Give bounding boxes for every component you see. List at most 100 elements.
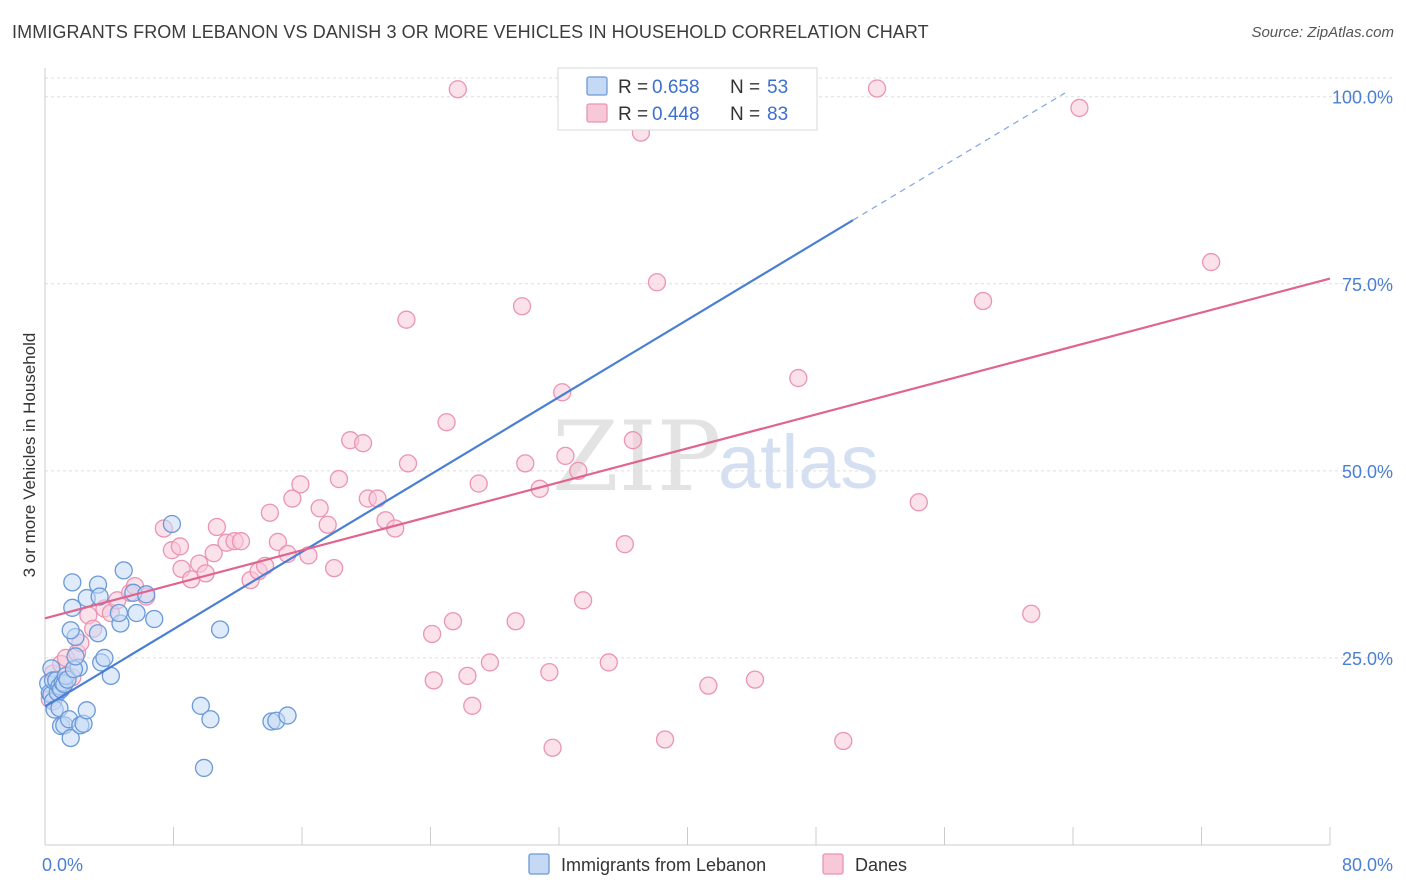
gridlines [45,77,1393,659]
danes-point [623,431,643,450]
lebanon-trend-extension [852,92,1066,221]
danes-point [745,670,765,689]
danes-point [867,79,887,98]
danes-point [556,446,575,466]
danes-point [204,544,223,563]
danes-point [789,368,808,388]
danes-point [443,612,463,631]
bottom-legend-label-danes: Danes [855,855,907,875]
danes-point [448,80,467,99]
lebanon-point [137,585,156,604]
y-tick-label: 100.0% [1332,88,1393,108]
danes-point [1201,252,1221,272]
legend-n-value-lebanon: 53 [767,77,788,98]
x-tick-label-max: 80.0% [1342,855,1393,875]
danes-point [615,535,635,554]
lebanon-trend-line [44,219,854,708]
lebanon-point [95,648,114,668]
danes-point [480,653,500,672]
legend: R = 0.658 N = 53 R = 0.448 N = 83 [557,67,818,131]
danes-point [324,558,344,578]
watermark-zip: ZIP [552,401,721,513]
danes-point [424,671,443,690]
danes-point [543,738,562,757]
danes-point [437,413,456,432]
danes-trend-line [44,277,1331,620]
danes-point [260,503,280,522]
danes-point [506,612,525,631]
danes-point [386,519,405,538]
danes-point [1070,98,1089,118]
lebanon-point [145,609,164,629]
danes-point [599,653,618,672]
bottom-legend-swatch-lebanon [528,853,550,875]
danes-point [353,434,373,453]
danes-point [458,666,477,686]
danes-point [1022,604,1041,623]
danes-point [231,532,251,551]
legend-r-label-lebanon: R = [618,77,648,98]
danes-point [422,624,442,644]
danes-point [655,730,675,749]
danes-point [398,454,418,473]
legend-n-value-danes: 83 [767,104,788,125]
danes-point [540,662,559,682]
danes-point [310,499,329,518]
y-axis-title: 3 or more Vehicles in Household [20,333,39,578]
bottom-legend: Immigrants from Lebanon Danes [528,853,907,875]
axes [44,68,1331,846]
danes-point [516,454,535,473]
danes-point [573,591,593,610]
watermark: ZIP atlas [552,401,879,513]
watermark-atlas: atlas [718,420,879,505]
danes-point [329,469,349,489]
danes-point [909,493,928,512]
danes-point [699,676,718,695]
danes-point [512,297,532,316]
lebanon-point [201,710,220,729]
lebanon-points [39,89,761,778]
lebanon-point [88,624,108,643]
danes-point [268,532,288,552]
lebanon-point [127,603,146,623]
lebanon-point [66,647,85,666]
chart-title: IMMIGRANTS FROM LEBANON VS DANISH 3 OR M… [12,22,929,42]
lebanon-point [114,561,133,580]
lebanon-point [90,587,109,606]
lebanon-point [191,696,210,715]
lebanon-point [63,573,82,592]
legend-r-value-danes: 0.448 [652,104,700,125]
legend-swatch-danes [586,103,608,123]
bottom-legend-label-lebanon: Immigrants from Lebanon [561,855,766,875]
danes-point [207,517,227,537]
danes-point [834,731,853,751]
lebanon-point [61,621,80,640]
danes-point [291,475,310,494]
legend-r-label-danes: R = [618,104,648,125]
y-tick-label: 75.0% [1342,275,1393,295]
lebanon-point [210,620,230,639]
legend-n-label-danes: N = [730,104,760,125]
danes-point [318,515,337,534]
danes-point [469,474,488,493]
source-credit: Source: ZipAtlas.com [1251,24,1394,41]
y-tick-label: 50.0% [1342,462,1393,482]
tick-labels: 25.0% 50.0% 75.0% 100.0% 0.0% 80.0% [42,88,1393,875]
danes-point [397,310,416,329]
danes-point [368,489,387,508]
lebanon-point [162,514,182,534]
lebanon-point [61,728,80,748]
x-tick-label-min: 0.0% [42,855,83,875]
danes-point [973,291,993,311]
danes-point [170,537,190,556]
lebanon-point [109,603,129,623]
y-tick-label: 25.0% [1342,649,1393,669]
bottom-legend-swatch-danes [822,853,844,875]
lebanon-point [194,758,214,778]
legend-swatch-lebanon [586,76,608,96]
legend-n-label-lebanon: N = [730,77,760,98]
danes-point [647,273,667,292]
legend-r-value-lebanon: 0.658 [652,77,700,98]
lebanon-point [77,701,96,720]
